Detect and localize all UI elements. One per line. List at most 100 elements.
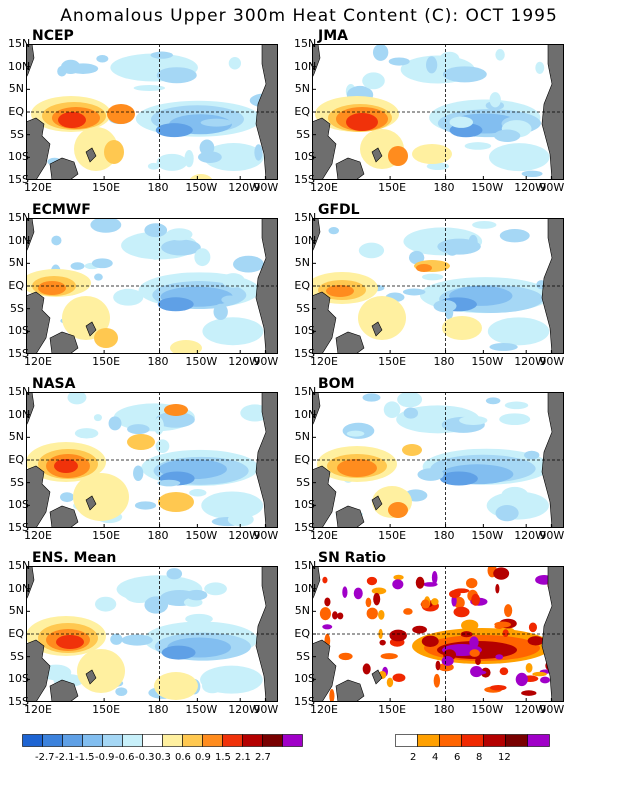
anomaly-map (312, 44, 564, 180)
longitude-tick-label: 120W (514, 529, 547, 542)
anomaly-map (26, 392, 278, 528)
cool-anomaly-patch (421, 273, 444, 281)
latitude-tick-label: EQ (294, 279, 310, 292)
cool-anomaly-patch (535, 61, 545, 74)
cool-anomaly-patch (70, 262, 85, 270)
land-mass (26, 291, 51, 354)
sn-ratio-patch (393, 574, 404, 580)
cool-anomaly-region (157, 297, 194, 312)
longitude-tick-label: 120E (310, 355, 338, 368)
cool-anomaly-patch (57, 65, 67, 77)
cool-anomaly-patch (110, 633, 123, 645)
figure-title: Anomalous Upper 300m Heat Content (C): O… (60, 6, 558, 26)
sn-ratio-patch (453, 606, 470, 618)
cool-anomaly-patch (402, 288, 426, 296)
land-mass (335, 157, 365, 180)
longitude-tick-label: 120E (24, 355, 52, 368)
colorbar-swatch (122, 734, 143, 747)
longitude-tick-label: 120W (514, 181, 547, 194)
land-mass (371, 495, 383, 511)
cool-anomaly-patch (433, 299, 457, 313)
latitude-tick-label: 10N (294, 233, 317, 247)
warm-anomaly-region (56, 635, 84, 649)
warm-anomaly-region (158, 492, 194, 512)
cool-anomaly-patch (144, 596, 169, 614)
longitude-tick-label: 120E (310, 703, 338, 716)
anomaly-colorbar-label: 0.3 (155, 752, 171, 763)
latitude-tick-label: 10S (8, 324, 29, 338)
cool-anomaly-patch (501, 486, 529, 503)
sn-ratio-patch (365, 597, 372, 608)
anomaly-map (312, 392, 564, 528)
latitude-tick-label: 10S (294, 498, 315, 512)
longitude-tick-label: 180 (433, 703, 455, 716)
latitude-tick-label: 10S (8, 498, 29, 512)
sn-ratio-patch (494, 621, 511, 628)
latitude-tick-label: 15S (8, 695, 29, 708)
cool-anomaly-patch (150, 51, 173, 59)
panel-label: NASA (32, 376, 76, 392)
longitude-tick-label: 150W (185, 703, 218, 716)
panel-label: ENS. Mean (32, 550, 117, 566)
anomaly-colorbar-label: 1.5 (215, 752, 231, 763)
longitude-tick-label: 120W (228, 529, 261, 542)
land-mass (26, 465, 51, 528)
panel-label: NCEP (32, 28, 74, 44)
warm-anomaly-region (104, 140, 124, 164)
sn-ratio-patch (471, 593, 481, 606)
sn-ratio-patch (403, 608, 413, 615)
colorbar-swatch (182, 734, 203, 747)
longitude-tick-label: 120E (24, 703, 52, 716)
colorbar-swatch (282, 734, 303, 747)
latitude-tick-label: EQ (294, 453, 310, 466)
cool-anomaly-patch (408, 250, 425, 265)
longitude-tick-label: 120E (310, 181, 338, 194)
cool-anomaly-patch (468, 234, 478, 250)
warm-anomaly-region (358, 296, 406, 340)
latitude-tick-label: 10N (8, 233, 31, 247)
colorbar-swatch (461, 734, 484, 747)
sn-ratio-patch (329, 689, 335, 702)
sn-ratio-patch (504, 604, 513, 617)
latitude-tick-label: 10N (8, 407, 31, 421)
longitude-tick-label: 120W (514, 703, 547, 716)
colorbar-swatch (395, 734, 418, 747)
cool-anomaly-region (155, 123, 193, 138)
sn-ratio-patch (366, 607, 378, 620)
cool-anomaly-patch (449, 116, 474, 128)
latitude-tick-label: 5N (8, 256, 24, 270)
latitude-tick-label: 5S (296, 475, 310, 489)
cool-anomaly-patch (144, 223, 168, 238)
warm-anomaly-region (154, 672, 198, 700)
longitude-tick-label: 150W (185, 355, 218, 368)
longitude-tick-label: 120W (514, 355, 547, 368)
latitude-tick-label: 10S (8, 150, 29, 164)
longitude-tick-label: 90W (539, 703, 565, 716)
latitude-tick-label: 5S (10, 475, 24, 489)
land-mass (312, 291, 337, 354)
cool-anomaly-region (201, 491, 264, 520)
latitude-tick-label: 5N (294, 430, 310, 444)
latitude-tick-label: 10N (294, 407, 317, 421)
longitude-tick-label: 90W (253, 529, 279, 542)
sn-ratio-patch (392, 673, 406, 682)
sn-ratio-patch (380, 653, 398, 660)
land-mass (49, 505, 79, 528)
warm-anomaly-region (416, 264, 432, 272)
anomaly-colorbar-label: 0.6 (175, 752, 191, 763)
anomaly-colorbar-label: 2.7 (255, 752, 271, 763)
cool-anomaly-patch (493, 129, 521, 143)
anomaly-colorbar-label: -0.6 (115, 752, 135, 763)
land-mass (371, 321, 383, 337)
sn-ratio-patch (319, 607, 331, 621)
cool-anomaly-region (489, 143, 550, 172)
latitude-tick-label: 5S (10, 127, 24, 141)
sn-ratio-patch (342, 586, 348, 599)
cool-anomaly-patch (91, 258, 113, 269)
latitude-tick-label: 5N (294, 82, 310, 96)
sn-ratio-patch (495, 654, 504, 660)
map-panel: NASA 15N 10N 5N EQ 5S 10S 15S 120E 150E 180 150W 120… (8, 376, 312, 547)
cool-anomaly-region (439, 471, 478, 486)
cool-anomaly-patch (154, 417, 164, 435)
latitude-tick-label: 10N (8, 59, 31, 73)
